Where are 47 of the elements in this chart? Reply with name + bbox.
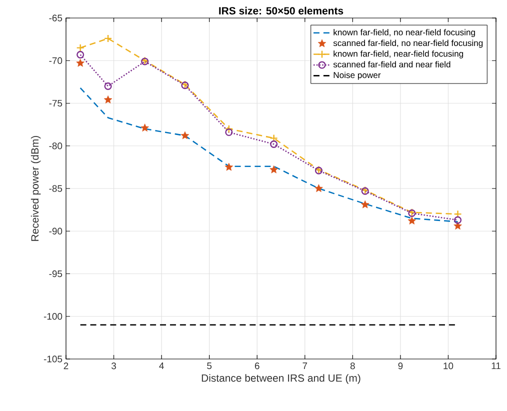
point xyxy=(104,82,112,90)
legend-label: scanned far-field, no near-field focusing xyxy=(333,40,483,48)
y-tick-label: -75 xyxy=(49,100,62,107)
x-tick-label: 4 xyxy=(159,362,164,370)
y-tick-label: -95 xyxy=(49,270,62,278)
point xyxy=(224,124,234,133)
point xyxy=(408,216,416,224)
x-tick-label: 3 xyxy=(112,362,116,370)
y-axis-title: Received power (dBm) xyxy=(30,136,41,241)
x-tick-label: 11 xyxy=(492,362,500,370)
y-tick-label: -80 xyxy=(49,142,62,150)
point xyxy=(104,96,112,104)
point xyxy=(76,58,84,67)
y-tick-label: -85 xyxy=(49,185,62,192)
x-tick-label: 5 xyxy=(207,362,212,370)
x-tick-label: 9 xyxy=(398,362,403,370)
y-tick-label: -90 xyxy=(49,228,62,234)
point xyxy=(270,165,278,174)
x-tick-label: 7 xyxy=(302,362,308,370)
legend-label: known far-field, no near-field focusing xyxy=(334,29,475,38)
y-tick-label: -65 xyxy=(49,14,62,22)
point xyxy=(224,162,234,171)
point xyxy=(76,50,84,58)
point xyxy=(270,140,278,148)
point xyxy=(180,131,190,140)
x-tick-label: 10 xyxy=(444,362,454,370)
point xyxy=(454,210,462,218)
x-tick-label: 8 xyxy=(350,362,355,370)
x-tick-label: 2 xyxy=(64,362,68,370)
y-tick-label: -105 xyxy=(44,356,62,362)
y-tick-label: -100 xyxy=(44,313,62,320)
legend-label: scanned far-field and near field xyxy=(333,61,450,68)
x-axis-title: Distance between IRS and UE (m) xyxy=(202,374,360,384)
chart-title: IRS size: 50×50 elements xyxy=(219,6,344,14)
point xyxy=(454,222,462,230)
point xyxy=(454,216,462,224)
legend-label: Noise power xyxy=(334,72,381,80)
point xyxy=(270,134,278,142)
x-tick-label: 6 xyxy=(254,362,260,370)
legend-label: known far-field, near-field focusing xyxy=(334,50,464,58)
point xyxy=(225,128,233,136)
y-tick-label: -70 xyxy=(49,57,62,64)
point xyxy=(104,34,112,43)
point xyxy=(314,184,323,192)
point xyxy=(140,124,149,132)
point xyxy=(360,200,370,208)
point xyxy=(76,44,84,52)
